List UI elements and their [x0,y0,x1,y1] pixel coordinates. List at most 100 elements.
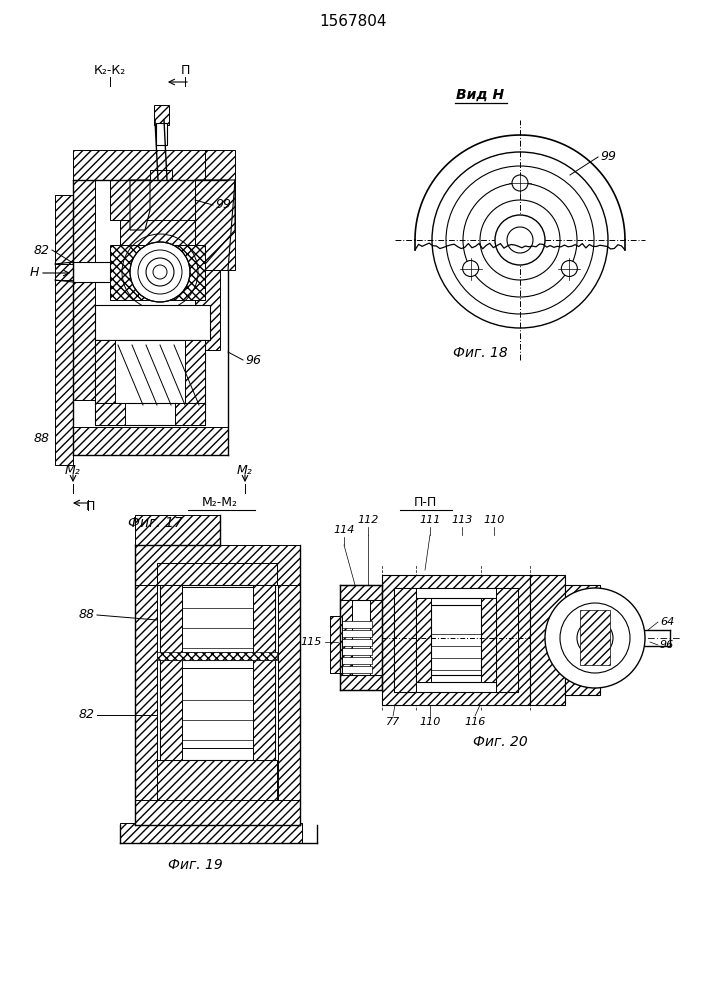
Bar [110,245,205,300]
Circle shape [545,588,645,688]
Bar [394,588,518,692]
Text: М₂: М₂ [237,464,253,477]
Bar [330,630,372,637]
Text: 115: 115 [300,637,322,647]
Circle shape [138,250,182,294]
Text: Н: Н [29,266,39,279]
Bar [330,648,372,655]
Bar [135,800,300,825]
Bar [160,660,182,760]
Bar [157,760,277,800]
Bar [95,340,115,405]
Bar [496,588,518,692]
Bar [382,575,530,705]
Bar [73,150,228,180]
Text: Фиг. 20: Фиг. 20 [472,735,527,749]
Text: 114: 114 [333,525,355,535]
Bar [195,270,220,350]
Bar [154,105,169,125]
Bar [340,585,382,690]
Text: М₂-М₂: М₂-М₂ [202,496,238,510]
Bar [431,605,481,675]
Circle shape [495,215,545,265]
Text: Вид Н: Вид Н [456,88,504,102]
Bar [73,262,110,282]
Bar [182,587,253,652]
Circle shape [146,258,174,286]
Bar [160,585,275,655]
Bar [95,305,210,340]
Bar [73,180,95,400]
Bar [95,305,210,340]
Text: 99: 99 [215,198,231,212]
Text: 82: 82 [34,243,50,256]
Bar [135,515,220,545]
Circle shape [462,260,479,276]
Bar [120,220,195,245]
Text: 88: 88 [79,608,95,621]
Bar [73,427,228,455]
Bar [340,600,382,675]
Text: 99: 99 [600,150,616,163]
Circle shape [560,603,630,673]
Circle shape [130,242,190,302]
Bar [205,150,235,270]
Text: Фиг. 17: Фиг. 17 [128,516,182,530]
Bar [160,660,275,760]
Circle shape [577,620,613,656]
Bar [110,180,195,220]
Bar [330,666,372,673]
Bar [253,660,275,760]
Bar [330,616,342,673]
Text: П-П: П-П [414,496,437,510]
Text: 64: 64 [660,617,674,627]
Text: 110: 110 [484,515,505,525]
Text: 112: 112 [357,515,379,525]
Circle shape [507,227,533,253]
Bar [95,403,125,425]
Text: 110: 110 [419,717,440,727]
Bar [95,340,205,405]
Bar [416,598,496,682]
Bar [330,657,372,664]
Circle shape [561,260,578,276]
Bar [253,585,275,655]
Text: 1567804: 1567804 [320,14,387,29]
Text: 113: 113 [451,515,473,525]
Text: 96: 96 [660,640,674,650]
Bar [370,600,382,675]
Bar [481,598,496,682]
Text: К₂-К₂: К₂-К₂ [94,64,126,77]
Text: П: П [180,64,189,77]
Bar [55,264,73,280]
Text: П: П [86,500,95,514]
Bar [150,170,172,180]
Text: Фиг. 18: Фиг. 18 [452,346,508,360]
Text: 116: 116 [464,717,486,727]
Bar [160,585,182,655]
Bar [135,545,300,585]
Bar [156,123,167,145]
Bar [580,610,610,665]
Bar [182,668,253,748]
Circle shape [153,265,167,279]
Bar [175,403,205,425]
Text: 77: 77 [386,717,400,727]
Bar [340,600,352,675]
Bar [330,639,372,646]
Text: Фиг. 19: Фиг. 19 [168,858,223,872]
Bar [95,403,205,425]
Text: М₂: М₂ [65,464,81,477]
Text: 82: 82 [79,708,95,722]
Bar [416,598,431,682]
Text: 88: 88 [34,432,50,444]
Bar [530,575,565,705]
Bar [565,585,600,695]
Text: 96: 96 [245,354,261,366]
Bar [120,823,302,843]
Bar [185,340,205,405]
Bar [135,585,157,825]
Bar [157,652,277,660]
Bar [394,588,416,692]
Bar [180,345,202,400]
